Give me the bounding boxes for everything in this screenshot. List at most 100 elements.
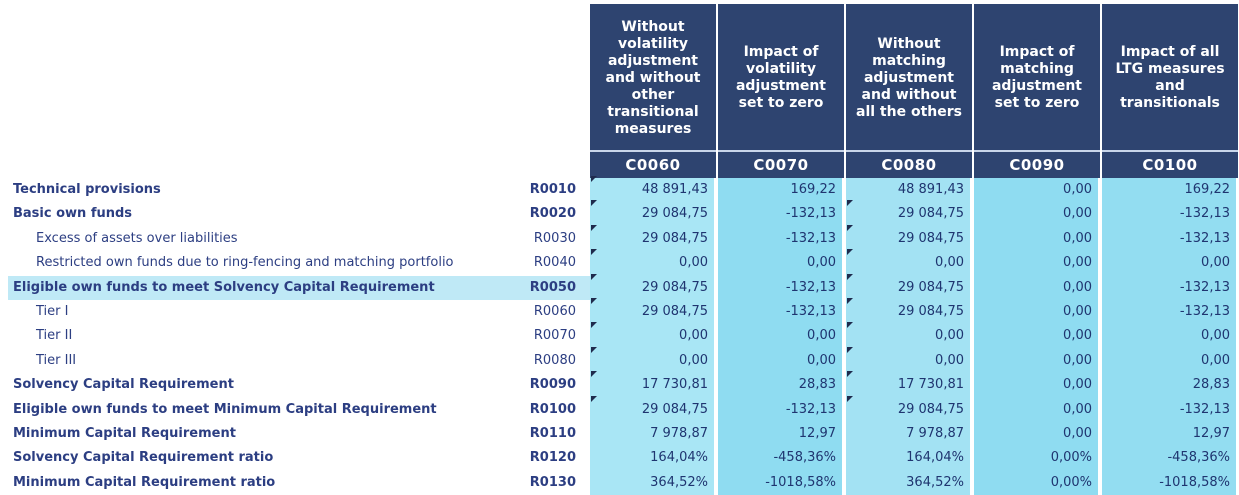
row-label: Technical provisions xyxy=(13,182,161,197)
cell-comment-marker xyxy=(591,200,597,207)
row-label: Minimum Capital Requirement ratio xyxy=(13,474,276,490)
row-code: R0120 xyxy=(529,450,576,466)
value-cell: 169,22 xyxy=(718,178,844,203)
value-cell: 29 084,75 xyxy=(846,397,972,422)
value-cell: -132,13 xyxy=(1102,275,1238,300)
cell-comment-marker xyxy=(847,249,853,256)
value-cell: -132,13 xyxy=(718,226,844,252)
cell-comment-marker xyxy=(847,346,853,353)
value-cell: -132,13 xyxy=(718,202,844,227)
value-cell: 0,00 xyxy=(1102,251,1238,276)
value-cell: 29 084,75 xyxy=(590,202,716,227)
value-cell: 29 084,75 xyxy=(590,275,716,300)
value-cell: 0,00 xyxy=(974,226,1100,252)
value-cell: 0,00 xyxy=(846,251,972,276)
row-code: R0090 xyxy=(529,377,576,393)
column-header-c0080: Without matching adjustment and without … xyxy=(846,4,972,178)
column-header-text: Without matching adjustment and without … xyxy=(856,35,962,120)
column-header-text: Impact of all LTG measures and transitio… xyxy=(1115,44,1225,111)
row-label: Eligible own funds to meet Solvency Capi… xyxy=(13,279,435,295)
row-code: R0050 xyxy=(529,279,576,295)
value-cell: 28,83 xyxy=(1102,373,1238,398)
value-cell: 0,00 xyxy=(974,373,1100,398)
column-code: C0090 xyxy=(974,150,1100,178)
value-cell: 0,00 xyxy=(590,251,716,276)
row-label: Eligible own funds to meet Minimum Capit… xyxy=(13,401,437,417)
column-header-c0090: Impact of matching adjustment set to zer… xyxy=(974,4,1100,178)
row-label: Tier I xyxy=(36,304,69,319)
cell-comment-marker xyxy=(847,371,853,378)
table-row: Tier I R0060 29 084,75 -132,13 29 084,75 0,00… xyxy=(0,298,1239,325)
column-header-c0070: Impact of volatility adjustment set to z… xyxy=(718,4,844,178)
table-row: Restricted own funds due to ring-fencing… xyxy=(0,249,1239,276)
cell-comment-marker xyxy=(847,200,853,207)
cell-comment-marker xyxy=(591,371,597,378)
column-code: C0060 xyxy=(590,150,716,178)
value-cell: 29 084,75 xyxy=(590,226,716,252)
value-cell: -458,36% xyxy=(1102,446,1238,471)
row-code: R0070 xyxy=(533,328,576,344)
row-label: Minimum Capital Requirement xyxy=(13,426,236,441)
cell-comment-marker xyxy=(847,395,853,402)
value-cell: 0,00 xyxy=(974,275,1100,300)
value-cell: 0,00 xyxy=(846,324,972,349)
table-row: Tier III R0080 0,00 0,00 0,00 0,00 0,00 xyxy=(0,346,1239,374)
cell-comment-marker xyxy=(591,176,597,182)
column-code: C0080 xyxy=(846,150,972,178)
row-label: Excess of assets over liabilities xyxy=(36,230,238,246)
row-label: Tier III xyxy=(36,352,77,368)
value-cell: 364,52% xyxy=(590,470,716,495)
value-cell: 0,00 xyxy=(590,324,716,349)
value-cell: 0,00 xyxy=(974,178,1100,203)
value-cell: -458,36% xyxy=(718,446,844,471)
row-code: R0030 xyxy=(533,230,576,246)
row-code: R0040 xyxy=(533,255,576,271)
value-cell: 29 084,75 xyxy=(590,397,716,422)
table-row: Minimum Capital Requirement ratio R0130 36… xyxy=(0,470,1239,495)
value-cell: -132,13 xyxy=(1102,300,1238,325)
value-cell: 12,97 xyxy=(1102,422,1238,447)
value-cell: 17 730,81 xyxy=(846,373,972,398)
value-cell: 164,04% xyxy=(590,446,716,471)
table-row: Technical provisions R0010 48 891,43 169,22… xyxy=(0,176,1239,203)
value-cell: 29 084,75 xyxy=(846,300,972,325)
row-highlight xyxy=(8,275,590,300)
row-code: R0060 xyxy=(533,304,576,319)
cell-comment-marker xyxy=(591,298,597,304)
value-cell: 0,00 xyxy=(974,251,1100,276)
cell-comment-marker xyxy=(591,224,597,231)
value-cell: 29 084,75 xyxy=(846,275,972,300)
value-cell: 48 891,43 xyxy=(590,178,716,203)
value-cell: 29 084,75 xyxy=(846,202,972,227)
row-label: Basic own funds xyxy=(13,206,133,222)
column-code: C0100 xyxy=(1102,150,1238,178)
table-row: Solvency Capital Requirement R0090 17 730,… xyxy=(0,371,1239,398)
row-code: R0020 xyxy=(529,206,576,222)
table-row: Eligible own funds to meet Solvency Capi… xyxy=(0,273,1239,300)
value-cell: 0,00 xyxy=(1102,324,1238,349)
value-cell: 0,00 xyxy=(718,251,844,276)
value-cell: 17 730,81 xyxy=(590,373,716,398)
value-cell: 28,83 xyxy=(718,373,844,398)
value-cell: -132,13 xyxy=(718,300,844,325)
table-row: Excess of assets over liabilities R0030 29… xyxy=(0,224,1239,252)
column-header-text: Impact of volatility adjustment set to z… xyxy=(735,44,826,111)
table-row: Tier II R0070 0,00 0,00 0,00 0,00 0,00 xyxy=(0,322,1239,349)
column-header-c0100: Impact of all LTG measures and transitio… xyxy=(1102,4,1238,178)
value-cell: 0,00 xyxy=(718,324,844,349)
row-code: R0010 xyxy=(529,182,576,197)
value-cell: 0,00 xyxy=(974,422,1100,447)
value-cell: 7 978,87 xyxy=(846,422,972,447)
cell-comment-marker xyxy=(591,395,597,402)
value-cell: 0,00% xyxy=(974,470,1100,495)
table-row: Basic own funds R0020 29 084,75 -132,13 29 0… xyxy=(0,200,1239,227)
value-cell: 0,00 xyxy=(1102,348,1238,374)
value-cell: 169,22 xyxy=(1102,178,1238,203)
value-cell: -1018,58% xyxy=(1102,470,1238,495)
value-cell: -1018,58% xyxy=(718,470,844,495)
row-code: R0110 xyxy=(529,426,576,441)
value-cell: 0,00 xyxy=(718,348,844,374)
value-cell: 0,00 xyxy=(846,348,972,374)
value-cell: 48 891,43 xyxy=(846,178,972,203)
value-cell: -132,13 xyxy=(718,275,844,300)
